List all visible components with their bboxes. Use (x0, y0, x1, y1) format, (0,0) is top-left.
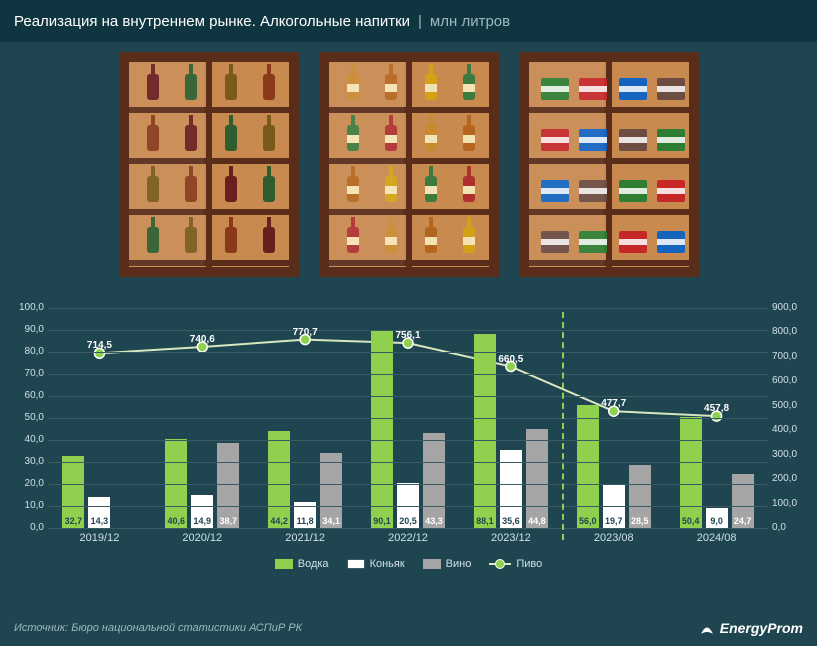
x-label: 2020/12 (151, 532, 254, 544)
ytick-left: 0,0 (4, 522, 44, 533)
bar-value-label: 44,8 (526, 516, 548, 526)
title: Реализация на внутреннем рынке. Алкоголь… (14, 13, 410, 30)
x-label: 2022/12 (357, 532, 460, 544)
ytick-left: 60,0 (4, 390, 44, 401)
ytick-left: 30,0 (4, 456, 44, 467)
line-value-label: 756,1 (395, 330, 420, 341)
line-value-label: 477,7 (601, 398, 626, 409)
illustration-row (0, 42, 817, 300)
bar-cognac: 9,0 (706, 508, 728, 528)
ytick-left: 100,0 (4, 302, 44, 313)
bar-value-label: 14,3 (88, 516, 110, 526)
bar-value-label: 32,7 (62, 516, 84, 526)
bar-vodka: 32,7 (62, 456, 84, 528)
bar-wine: 43,3 (423, 433, 445, 528)
source-text: Источник: Бюро национальной статистики А… (14, 622, 302, 634)
bar-value-label: 20,5 (397, 516, 419, 526)
line-value-label: 714,5 (87, 340, 112, 351)
header: Реализация на внутреннем рынке. Алкоголь… (0, 0, 817, 42)
cabinet-2 (319, 52, 499, 277)
bar-value-label: 28,5 (629, 516, 651, 526)
brand-icon (698, 619, 716, 637)
ytick-right: 0,0 (772, 522, 812, 533)
bar-wine: 24,7 (732, 474, 754, 528)
infographic-root: Реализация на внутреннем рынке. Алкоголь… (0, 0, 817, 646)
bar-wine: 44,8 (526, 429, 548, 528)
ytick-left: 50,0 (4, 412, 44, 423)
bar-value-label: 38,7 (217, 516, 239, 526)
x-label: 2019/12 (48, 532, 151, 544)
line-value-label: 770,7 (293, 326, 318, 337)
bar-vodka: 44,2 (268, 431, 290, 528)
ytick-left: 40,0 (4, 434, 44, 445)
cabinet-1 (119, 52, 299, 277)
bar-vodka: 90,1 (371, 330, 393, 528)
bar-value-label: 44,2 (268, 516, 290, 526)
title-separator: | (418, 13, 422, 30)
footer: Источник: Бюро национальной статистики А… (0, 610, 817, 646)
cabinet-3 (519, 52, 699, 277)
bar-value-label: 19,7 (603, 516, 625, 526)
bar-cognac: 14,3 (88, 497, 110, 528)
ytick-right: 200,0 (772, 473, 812, 484)
ytick-right: 300,0 (772, 449, 812, 460)
bar-value-label: 43,3 (423, 516, 445, 526)
ytick-left: 70,0 (4, 368, 44, 379)
legend: Водка Коньяк Вино Пиво (0, 558, 817, 570)
chart: 32,7 14,3 40,6 14,9 38,7 44,2 11,8 34,1 90,1 20,5… (0, 300, 817, 600)
legend-wine: Вино (423, 558, 472, 570)
legend-cognac: Коньяк (347, 558, 405, 570)
line-value-label: 457,8 (704, 403, 729, 414)
bar-value-label: 40,6 (165, 516, 187, 526)
line-value-label: 660,5 (498, 353, 523, 364)
bar-value-label: 90,1 (371, 516, 393, 526)
bar-value-label: 11,8 (294, 516, 316, 526)
x-label: 2021/12 (254, 532, 357, 544)
bar-value-label: 35,6 (500, 516, 522, 526)
bar-value-label: 50,4 (680, 516, 702, 526)
ytick-right: 100,0 (772, 498, 812, 509)
ytick-right: 600,0 (772, 375, 812, 386)
legend-vodka: Водка (275, 558, 329, 570)
bar-wine: 28,5 (629, 465, 651, 528)
title-unit: млн литров (430, 13, 510, 30)
plot-area: 32,7 14,3 40,6 14,9 38,7 44,2 11,8 34,1 90,1 20,5… (48, 308, 768, 528)
bar-value-label: 9,0 (706, 516, 728, 526)
x-label: 2023/12 (459, 532, 562, 544)
bar-value-label: 88,1 (474, 516, 496, 526)
bar-vodka: 50,4 (680, 417, 702, 528)
ytick-right: 900,0 (772, 302, 812, 313)
x-label: 2023/08 (562, 532, 665, 544)
bar-vodka: 56,0 (577, 405, 599, 528)
bar-wine: 38,7 (217, 443, 239, 528)
ytick-left: 10,0 (4, 500, 44, 511)
line-value-label: 740,6 (190, 334, 215, 345)
bar-cognac: 14,9 (191, 495, 213, 528)
ytick-left: 80,0 (4, 346, 44, 357)
bar-value-label: 14,9 (191, 516, 213, 526)
ytick-right: 500,0 (772, 400, 812, 411)
ytick-right: 700,0 (772, 351, 812, 362)
period-divider (562, 312, 564, 540)
ytick-right: 400,0 (772, 424, 812, 435)
ytick-left: 20,0 (4, 478, 44, 489)
bar-vodka: 88,1 (474, 334, 496, 528)
bar-wine: 34,1 (320, 453, 342, 528)
ytick-right: 800,0 (772, 326, 812, 337)
legend-beer: Пиво (489, 558, 542, 570)
x-axis-labels: 2019/122020/122021/122022/122023/122023/… (48, 532, 768, 544)
bar-value-label: 56,0 (577, 516, 599, 526)
ytick-left: 90,0 (4, 324, 44, 335)
brand: EnergyProm (698, 619, 803, 637)
x-label: 2024/08 (665, 532, 768, 544)
bar-value-label: 34,1 (320, 516, 342, 526)
bar-value-label: 24,7 (732, 516, 754, 526)
